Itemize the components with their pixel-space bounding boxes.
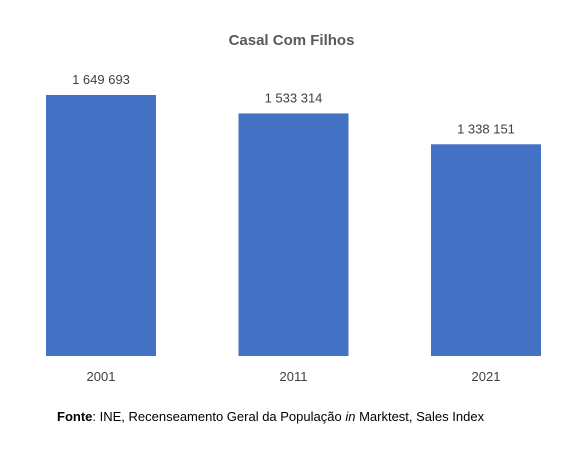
bar-2001: [46, 95, 156, 356]
bar-2011: [238, 113, 349, 356]
data-label-2021: 1 338 151: [457, 121, 515, 136]
x-tick-label-2011: 2011: [280, 369, 308, 384]
x-tick-label-2021: 2021: [472, 369, 501, 384]
source-text-1: : INE, Recenseamento Geral da População: [92, 409, 346, 424]
source-label: Fonte: [57, 409, 93, 424]
x-tick-label-2001: 2001: [87, 369, 116, 384]
bar-chart: 1 649 693 2001 1 533 314 2011 1 338 151 2021: [46, 72, 541, 384]
chart-title: Casal Com Filhos: [228, 32, 355, 49]
bar-2021: [431, 144, 541, 356]
data-label-2001: 1 649 693: [72, 72, 130, 87]
source-note: Fonte: INE, Recenseamento Geral da Popul…: [57, 409, 484, 424]
data-label-2011: 1 533 314: [265, 90, 323, 105]
source-italic: in: [345, 409, 356, 424]
source-text-2: Marktest, Sales Index: [355, 409, 485, 424]
